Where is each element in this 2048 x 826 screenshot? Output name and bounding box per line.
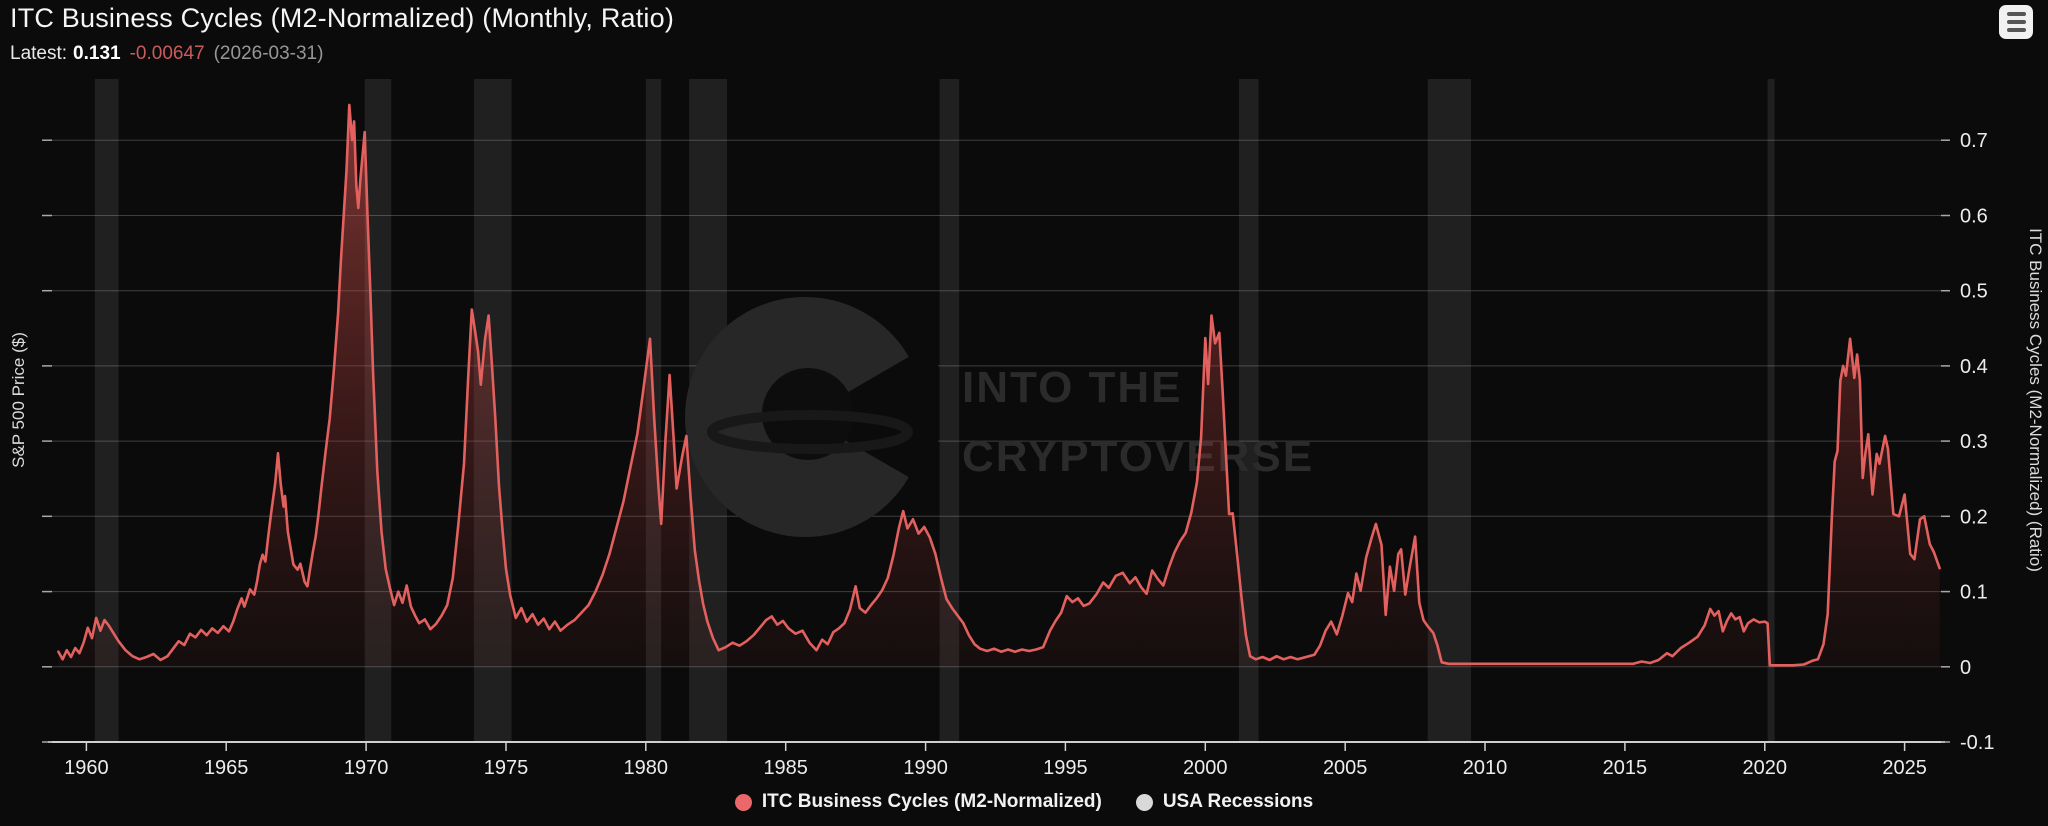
y-axis-tick-label: 0.6 — [1960, 206, 1988, 228]
watermark-logo-ring — [707, 410, 913, 454]
x-axis-tick-label: 2005 — [1323, 757, 1368, 779]
y-axis-tick-label: 0.4 — [1960, 356, 1988, 378]
x-axis-tick-label: 2000 — [1183, 757, 1228, 779]
axis-labels: 0.7 0.6 0.5 0.4 0.3 0.2 0.1 0 -0.1 1960 1965 1970 19… — [9, 130, 2045, 779]
series-area — [58, 104, 1940, 667]
legend-label-series: ITC Business Cycles (M2-Normalized) — [761, 791, 1102, 812]
y-axis-tick-label: 0.1 — [1960, 582, 1988, 604]
x-axis-tick-label: 1965 — [204, 757, 249, 779]
recession-marker-icon — [1135, 793, 1153, 811]
latest-readout: Latest: 0.131 -0.00647 (2026-03-31) — [10, 43, 674, 65]
x-axis-tick-label: 1980 — [624, 757, 669, 779]
hamburger-icon — [2006, 12, 2026, 32]
x-axis-tick-label: 1975 — [484, 757, 529, 779]
x-axis-tick-label: 2015 — [1603, 757, 1648, 779]
latest-change: -0.00647 — [129, 43, 205, 64]
recession-band — [1238, 79, 1259, 742]
x-axis-tick-label: 1960 — [64, 757, 109, 779]
chart-legend: ITC Business Cycles (M2-Normalized) USA … — [0, 791, 2048, 813]
left-axis-title: S&P 500 Price ($) — [9, 332, 28, 468]
latest-value: 0.131 — [73, 43, 121, 64]
x-axis-tick-label: 2025 — [1882, 757, 1927, 779]
page-title: ITC Business Cycles (M2-Normalized) (Mon… — [10, 3, 675, 33]
x-axis-tick-label: 1970 — [344, 757, 389, 779]
y-axis-tick-label: 0.7 — [1960, 130, 1988, 152]
right-axis-title: ITC Business Cycles (M2-Normalized) (Rat… — [2026, 228, 2045, 572]
legend-label-recessions: USA Recessions — [1162, 791, 1314, 812]
recession-band — [1767, 79, 1775, 742]
legend-item-recessions[interactable]: USA Recessions — [1135, 791, 1314, 813]
latest-date: (2026-03-31) — [213, 43, 324, 64]
y-axis-tick-label: -0.1 — [1960, 732, 1994, 754]
recession-band — [94, 79, 119, 742]
latest-label: Latest: — [10, 43, 68, 64]
y-axis-tick-label: 0.2 — [1960, 506, 1988, 528]
watermark-text-line2: CRYPTOVERSE — [962, 432, 1314, 481]
recession-band — [939, 79, 960, 742]
chart-header: ITC Business Cycles (M2-Normalized) (Mon… — [10, 0, 674, 65]
axes — [42, 139, 1950, 751]
legend-item-series[interactable]: ITC Business Cycles (M2-Normalized) — [734, 791, 1102, 813]
x-axis-tick-label: 1985 — [763, 757, 808, 779]
y-axis-tick-label: 0.3 — [1960, 431, 1988, 453]
x-axis-tick-label: 2020 — [1743, 757, 1788, 779]
x-axis-tick-label: 1995 — [1043, 757, 1088, 779]
watermark-text-line1: INTO THE — [962, 363, 1183, 412]
series-line[interactable] — [57, 103, 1941, 667]
series-area-and-line — [57, 103, 1941, 667]
x-axis-tick-label: 1990 — [903, 757, 948, 779]
x-axis-tick-label: 2010 — [1463, 757, 1508, 779]
y-axis-tick-label: 0 — [1960, 657, 1971, 679]
menu-button[interactable] — [1999, 5, 2033, 39]
y-axis-tick-label: 0.5 — [1960, 281, 1988, 303]
recession-band — [1427, 79, 1472, 742]
watermark: INTO THE CRYPTOVERSE — [685, 297, 1314, 537]
series-marker-icon — [734, 793, 752, 811]
